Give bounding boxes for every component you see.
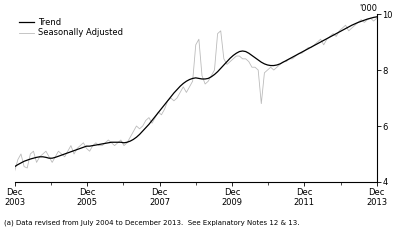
Text: '000: '000 [359,4,377,13]
Legend: Trend, Seasonally Adjusted: Trend, Seasonally Adjusted [19,18,123,37]
Text: (a) Data revised from July 2004 to December 2013.  See Explanatory Notes 12 & 13: (a) Data revised from July 2004 to Decem… [4,219,299,226]
